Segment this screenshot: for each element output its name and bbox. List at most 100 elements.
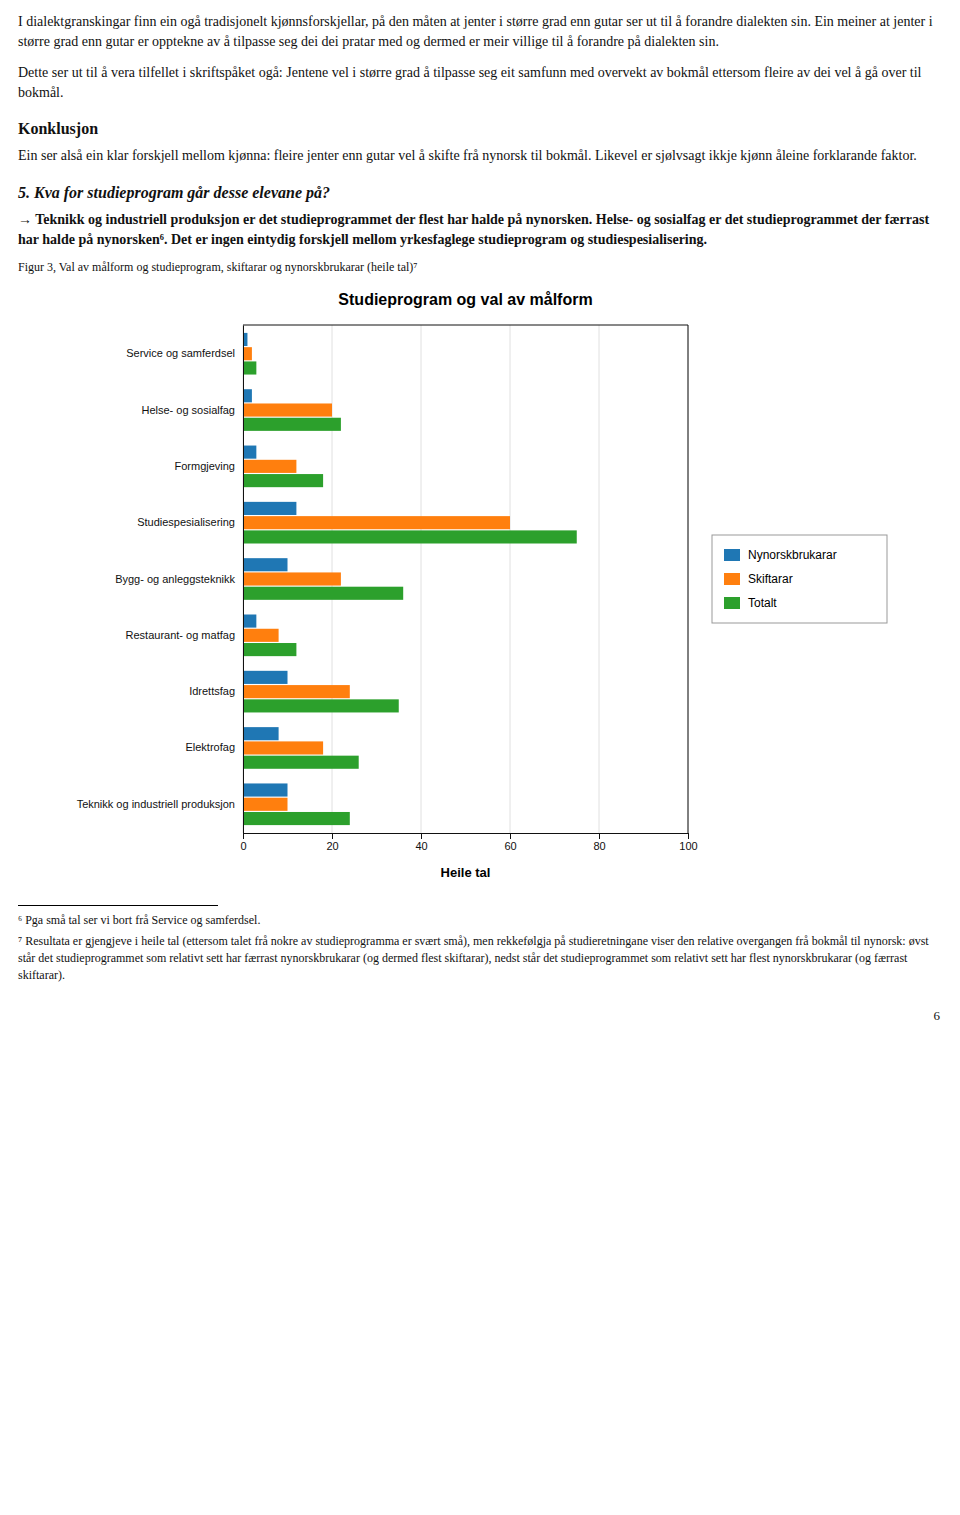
paragraph: I dialektgranskingar finn ein ogå tradis… [18, 12, 940, 53]
grid-line [599, 325, 600, 833]
bar [243, 643, 296, 656]
tick-mark [510, 833, 511, 839]
bar [243, 728, 279, 741]
tick: Elektrofag [185, 742, 235, 754]
bar [243, 615, 256, 628]
legend-item: Nynorskbrukarar [724, 549, 837, 563]
tick-mark [421, 833, 422, 839]
tick-mark [688, 833, 689, 839]
tick-label: 0 [240, 840, 246, 852]
bar [243, 559, 288, 572]
tick-label: 80 [593, 840, 605, 852]
tick: 80 [593, 833, 605, 852]
page-number: 6 [18, 1008, 940, 1024]
tick: Formgjeving [174, 460, 235, 472]
grid-line [510, 325, 511, 833]
tick: 0 [240, 833, 246, 852]
tick-mark [332, 833, 333, 839]
legend-label: Totalt [748, 597, 777, 611]
bar [243, 517, 510, 530]
bar [243, 475, 323, 488]
tick: 20 [326, 833, 338, 852]
bar [243, 700, 399, 713]
footnote-rule [18, 905, 218, 906]
legend-item: Skiftarar [724, 573, 793, 587]
tick-label: Bygg- og anleggsteknikk [115, 573, 235, 585]
legend-swatch [724, 549, 740, 561]
bar [243, 390, 252, 403]
y-axis: Service og samferdsel Helse- og sosialfag… [77, 326, 244, 834]
x-axis: 0 20 40 60 80 100 [240, 833, 697, 852]
bar [243, 573, 341, 586]
footnote: ⁷ Resultata er gjengjeve i heile tal (et… [18, 933, 940, 983]
legend-item: Totalt [724, 597, 777, 611]
axis-line [688, 325, 689, 833]
tick-label: 40 [415, 840, 427, 852]
heading: Konklusjon [18, 117, 940, 140]
tick-label: 100 [679, 840, 697, 852]
tick-label: 60 [504, 840, 516, 852]
tick: Teknikk og industriell produksjon [77, 798, 235, 810]
bar [243, 460, 296, 473]
tick-mark [243, 833, 244, 839]
grid-line [243, 325, 244, 833]
bar [243, 686, 350, 699]
tick-label: Studiespesialisering [137, 517, 235, 529]
bar [243, 446, 256, 459]
chart-title: Studieprogram og val av målform [338, 291, 592, 308]
bar [243, 756, 359, 769]
tick-label: Restaurant- og matfag [126, 629, 235, 641]
tick: Service og samferdsel [126, 348, 235, 360]
chart: 0 20 40 60 80 100 Service og samferdsel Helse- … [18, 275, 938, 895]
tick-label: Formgjeving [174, 460, 235, 472]
tick: 60 [504, 833, 516, 852]
paragraph: → Teknikk og industriell produksjon er d… [18, 210, 940, 251]
axis-line [244, 834, 689, 840]
legend-label: Skiftarar [748, 573, 793, 587]
bar [243, 798, 288, 811]
bar [243, 671, 288, 684]
grid [243, 325, 688, 833]
legend-box [712, 535, 887, 623]
tick: Restaurant- og matfag [126, 629, 235, 641]
tick: 40 [415, 833, 427, 852]
bar [243, 587, 403, 600]
legend-swatch [724, 573, 740, 585]
tick: Bygg- og anleggsteknikk [115, 573, 235, 585]
bar [243, 404, 332, 417]
tick: Helse- og sosialfag [141, 404, 235, 416]
bar [243, 348, 252, 361]
tick-label: Helse- og sosialfag [141, 404, 235, 416]
bar [243, 418, 341, 431]
bars [243, 333, 577, 825]
tick-label: Idrettsfag [189, 686, 235, 698]
tick-label: Teknikk og industriell produksjon [77, 798, 235, 810]
bar [243, 362, 256, 375]
axis-line [243, 325, 688, 326]
legend: Nynorskbrukarar Skiftarar Totalt [712, 535, 887, 623]
tick: 100 [679, 833, 697, 852]
bar [243, 784, 288, 797]
figure-caption: Figur 3, Val av målform og studieprogram… [18, 260, 940, 275]
legend-label: Nynorskbrukarar [748, 549, 837, 563]
paragraph: Ein ser alså ein klar forskjell mellom k… [18, 146, 940, 166]
tick: Idrettsfag [189, 686, 235, 698]
heading: 5. Kva for studieprogram går desse eleva… [18, 181, 940, 204]
axis-line [243, 326, 244, 834]
paragraph: Dette ser ut til å vera tilfellet i skri… [18, 63, 940, 104]
footnote: ⁶ Pga små tal ser vi bort frå Service og… [18, 912, 940, 929]
grid-line [421, 325, 422, 833]
bar [243, 531, 577, 544]
x-axis-title: Heile tal [441, 865, 491, 880]
tick-mark [599, 833, 600, 839]
bar [243, 742, 323, 755]
legend-swatch [724, 597, 740, 609]
tick: Studiespesialisering [137, 517, 235, 529]
page: I dialektgranskingar finn ein ogå tradis… [0, 0, 960, 1024]
bar [243, 812, 350, 825]
grid-line [688, 325, 689, 833]
plot: 0 20 40 60 80 100 Service og samferdsel Helse- … [77, 325, 698, 852]
bar [243, 629, 279, 642]
tick-label: Service og samferdsel [126, 348, 235, 360]
tick-label: 20 [326, 840, 338, 852]
